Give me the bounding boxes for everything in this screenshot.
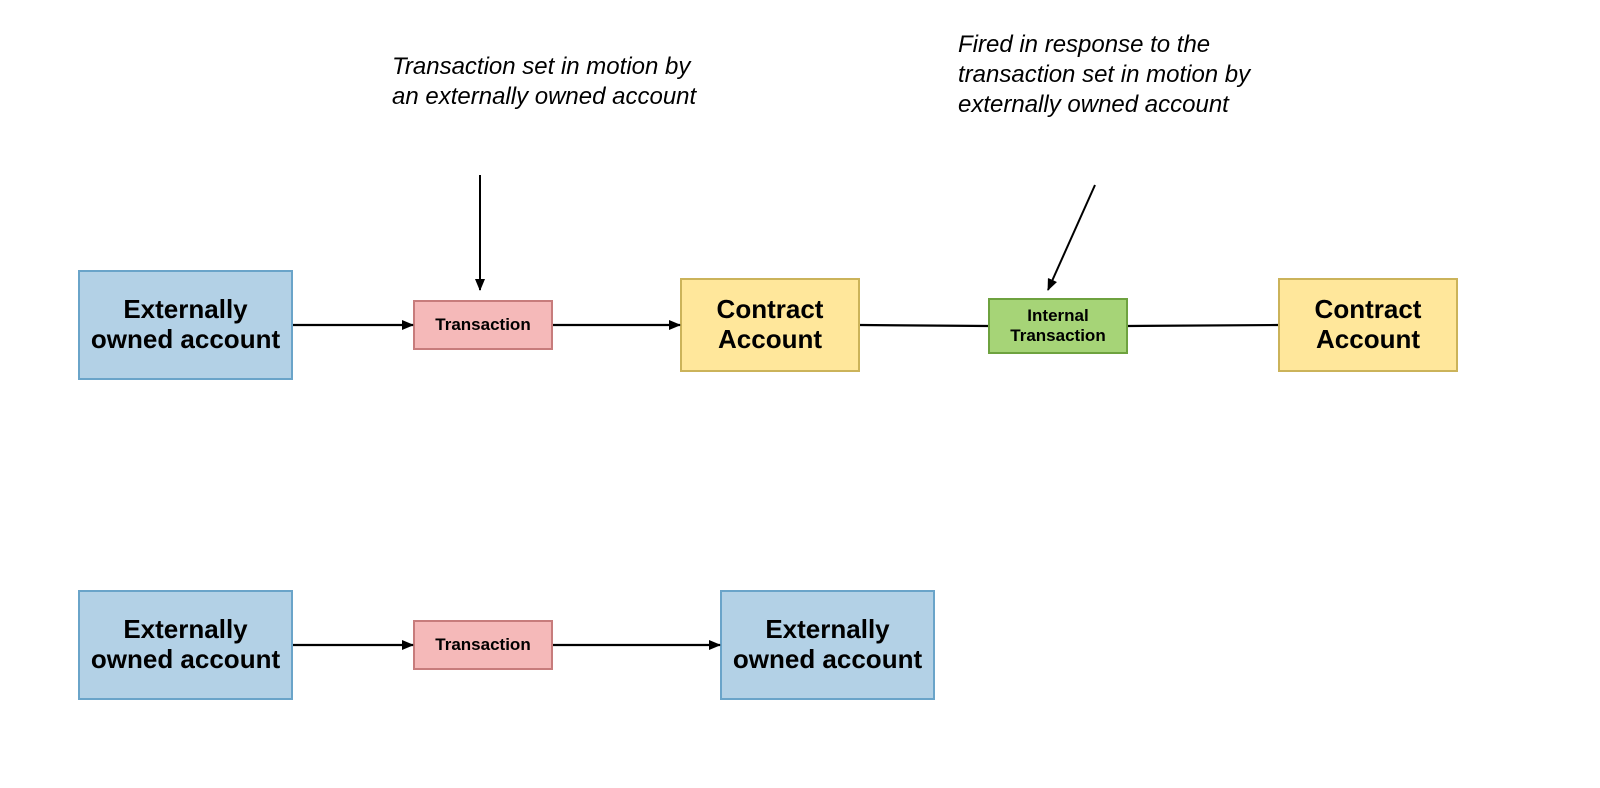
node-contract2: Contract Account: [1278, 278, 1458, 372]
annotation-a2: Fired in response to the transaction set…: [958, 30, 1298, 120]
node-label: Transaction: [435, 315, 530, 335]
node-internalTx: Internal Transaction: [988, 298, 1128, 354]
node-eoa2: Externally owned account: [78, 590, 293, 700]
annotation-text: Fired in response to the transaction set…: [958, 31, 1250, 118]
annotation-text: Transaction set in motion by an external…: [392, 53, 696, 110]
node-label: Contract Account: [690, 295, 850, 355]
node-tx2: Transaction: [413, 620, 553, 670]
node-eoa1: Externally owned account: [78, 270, 293, 380]
node-contract1: Contract Account: [680, 278, 860, 372]
node-label: Internal Transaction: [998, 306, 1118, 345]
node-eoa3: Externally owned account: [720, 590, 935, 700]
node-label: Transaction: [435, 635, 530, 655]
node-label: Externally owned account: [88, 615, 283, 675]
annotation-a1: Transaction set in motion by an external…: [392, 52, 702, 112]
node-label: Externally owned account: [730, 615, 925, 675]
node-label: Externally owned account: [88, 295, 283, 355]
node-label: Contract Account: [1288, 295, 1448, 355]
node-tx1: Transaction: [413, 300, 553, 350]
